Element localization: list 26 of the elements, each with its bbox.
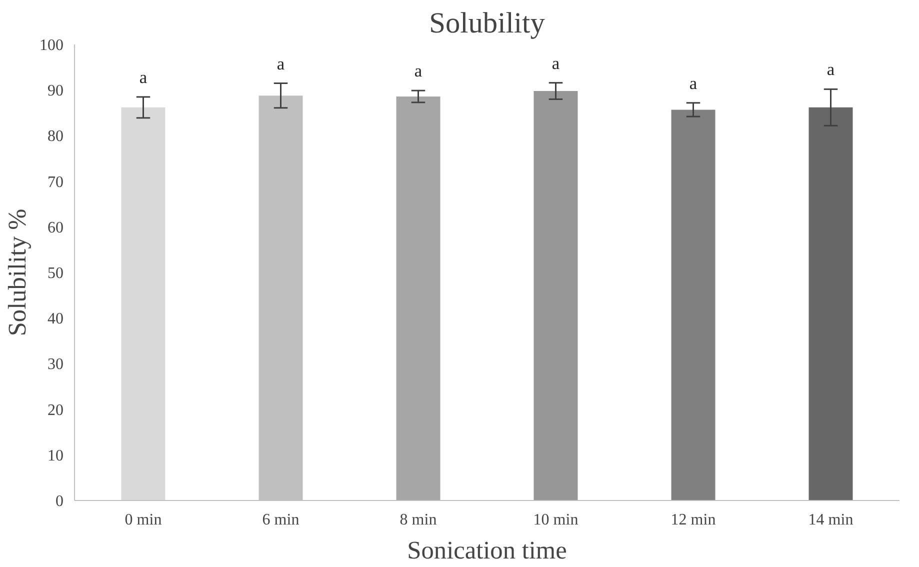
annotation: a (826, 60, 835, 80)
y-tick-label: 90 (48, 82, 64, 100)
annotation: a (689, 74, 698, 93)
y-tick-label: 20 (48, 402, 64, 419)
y-tick-label: 100 (40, 37, 64, 54)
annotation: a (276, 54, 285, 74)
chart-title: Solubility (429, 8, 546, 40)
y-axis-title: Solubility % (4, 208, 32, 336)
y-tick-label: 40 (48, 310, 64, 328)
x-axis-title: Sonication time (407, 536, 567, 564)
y-tick-label: 0 (56, 493, 64, 510)
x-tick-label: 0 min (124, 512, 162, 528)
y-tick-label: 10 (48, 447, 64, 464)
annotation: a (552, 54, 560, 73)
y-tick-label: 70 (48, 174, 64, 191)
annotation: a (414, 62, 422, 81)
y-tick-label: 30 (48, 356, 64, 374)
y-tick-label: 80 (48, 128, 64, 146)
y-tick-label: 60 (48, 219, 64, 236)
x-tick-label: 12 min (670, 512, 716, 528)
x-tick-label: 6 min (262, 512, 300, 528)
annotation: a (139, 68, 148, 87)
x-tick-label: 8 min (400, 512, 437, 528)
x-tick-label: 14 min (808, 512, 854, 528)
x-tick-label: 10 min (533, 512, 578, 528)
y-tick-label: 50 (48, 265, 64, 282)
